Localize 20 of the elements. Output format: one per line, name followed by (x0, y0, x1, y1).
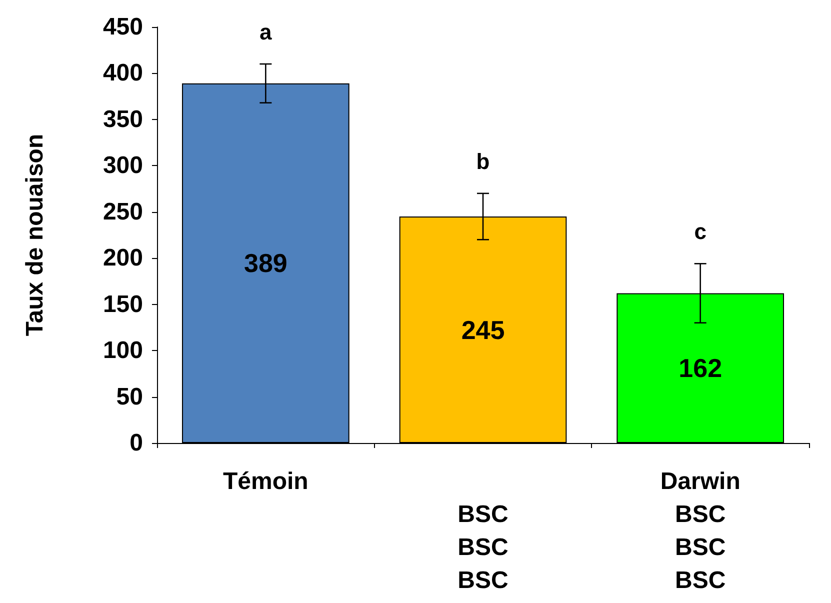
x-tick-label: Témoin (222, 468, 308, 495)
annotation: b (476, 148, 490, 174)
y-axis-title: Taux de nouaison (22, 134, 48, 336)
y-tick-label: 150 (102, 290, 143, 318)
y-tick-label: 250 (102, 198, 143, 226)
y-tick-label: 350 (102, 106, 143, 133)
y-tick-label: 50 (116, 383, 143, 410)
annotation: c (694, 219, 706, 244)
annotation: a (260, 19, 273, 44)
data-label: 389 (244, 248, 288, 278)
data-label: 162 (678, 353, 722, 384)
y-tick-label: 0 (130, 430, 143, 456)
y-tick-label: 200 (102, 244, 143, 272)
y-tick-label: 450 (102, 14, 143, 40)
y-tick-label: 400 (102, 60, 143, 87)
x-tick-label: Darwin BSC BSC BSC (660, 468, 740, 594)
y-tick-label: 100 (102, 337, 143, 364)
data-label: 245 (461, 314, 505, 345)
y-tick-label: 300 (102, 152, 143, 180)
x-tick-label: BSC BSC BSC (458, 501, 508, 594)
